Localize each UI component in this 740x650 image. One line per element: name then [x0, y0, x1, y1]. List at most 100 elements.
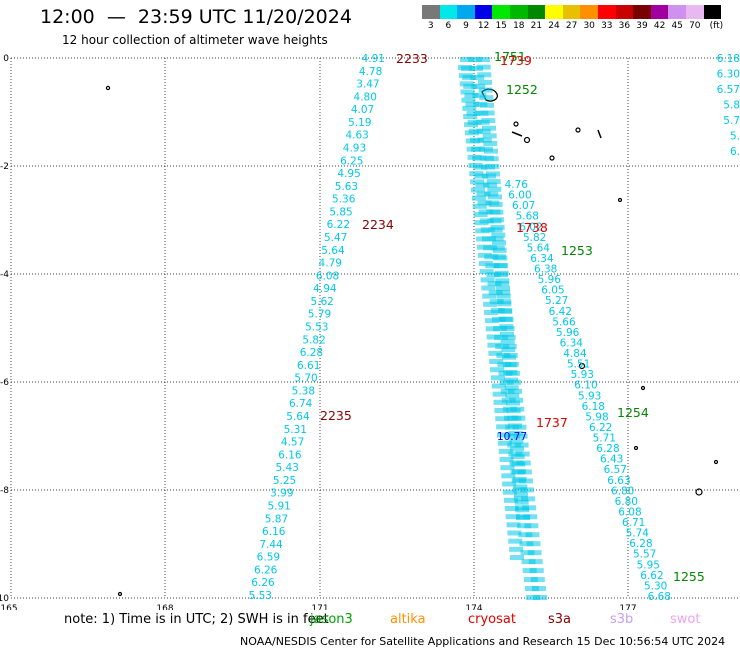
dense-track-segment	[508, 538, 523, 544]
dense-track-segment	[465, 138, 480, 144]
color-scale-tick: 30	[583, 21, 595, 31]
dense-track-segment	[494, 408, 509, 413]
dense-track-segment	[509, 397, 524, 403]
dense-track-segment	[493, 399, 508, 405]
dense-track-segment	[528, 559, 543, 565]
dense-track-segment	[514, 492, 528, 498]
dense-track-segment	[476, 57, 490, 62]
pass-label: 1737	[536, 415, 568, 430]
dense-track-segment	[506, 408, 521, 414]
color-scale-tick: 3	[427, 21, 434, 31]
color-scale-swatch	[527, 5, 546, 19]
dense-track-segment	[508, 423, 522, 429]
dense-track-segment	[478, 79, 492, 85]
track-c-value: 5.7	[723, 115, 740, 127]
pass-label: 1253	[561, 243, 593, 258]
dense-track-segment	[501, 334, 516, 340]
dense-track-segment	[509, 438, 524, 444]
pass-label: 1738	[516, 220, 548, 235]
island-outline	[513, 121, 519, 127]
dense-track-segment	[488, 290, 503, 296]
dense-track-segment	[459, 81, 474, 87]
satellite-legend-altika: altika	[390, 612, 426, 627]
track-b-value: 6.62	[640, 570, 663, 582]
dense-track-segment	[513, 484, 528, 490]
dense-track-segment	[484, 318, 499, 324]
track-a-value: 4.94	[313, 283, 337, 295]
dense-track-segment	[523, 577, 538, 583]
dense-track-segment	[461, 97, 476, 103]
dense-track-segment	[493, 255, 508, 261]
track-a-value: 5.82	[302, 334, 325, 346]
dense-track-segment	[469, 65, 484, 71]
track-a-value: 5.47	[324, 232, 347, 244]
track-b-value: 6.68	[648, 591, 671, 603]
track-a-value: 5.25	[273, 475, 296, 487]
dense-track-segment	[511, 461, 526, 467]
dense-track-segment	[488, 194, 502, 200]
satellite-legend-swot: swot	[670, 612, 701, 627]
dense-track-segment	[488, 202, 503, 208]
dense-track-segment	[508, 388, 523, 394]
pass-label: 2233	[396, 51, 428, 66]
color-scale-swatch	[474, 5, 493, 19]
pass-label: 1255	[673, 569, 705, 584]
dense-track-segment	[471, 187, 485, 193]
dense-track-segment	[492, 247, 507, 253]
dense-track-segment	[529, 568, 544, 574]
dense-track-segment	[501, 347, 516, 353]
dense-track-segment	[526, 541, 541, 547]
dense-track-segment	[458, 73, 473, 79]
track-b-value: 6.57	[604, 464, 627, 476]
color-scale-swatch	[580, 5, 598, 19]
dense-track-segment	[476, 128, 491, 134]
color-scale-bar	[422, 5, 722, 19]
dense-track-segment	[499, 324, 514, 330]
pass-label: 2235	[320, 408, 352, 423]
color-scale-swatch	[545, 5, 563, 19]
dense-track-segment	[486, 334, 501, 340]
track-a-value: 5.19	[348, 117, 371, 129]
y-tick-label: -6	[0, 378, 9, 388]
color-scale-tick: 21	[530, 21, 543, 31]
track-a-value: 3.99	[270, 488, 293, 500]
dense-track-segment	[519, 541, 534, 547]
dense-track-segment	[477, 72, 492, 78]
track-a-value: 4.93	[343, 143, 366, 155]
track-a-value: 4.78	[359, 66, 382, 78]
dense-track-segment	[463, 114, 478, 119]
dense-track-segment	[484, 148, 498, 154]
track-a-value: 6.22	[327, 219, 350, 231]
dense-track-segment	[471, 195, 486, 201]
dense-track-segment	[487, 186, 502, 192]
dense-track-segment	[527, 550, 542, 556]
dense-track-segment	[491, 383, 506, 389]
dense-track-segment	[476, 64, 491, 70]
track-b-value: 6.80	[615, 496, 638, 508]
dense-track-segment	[478, 261, 493, 266]
dense-track-segment	[522, 568, 537, 574]
satellite-legend-cryosat: cryosat	[468, 612, 516, 627]
track-b-value: 5.71	[593, 433, 616, 445]
track-b-value: 6.34	[560, 337, 584, 349]
dense-track-segment	[497, 432, 511, 438]
track-b-value: 6.80	[611, 485, 634, 497]
dense-track-segment	[496, 290, 511, 296]
track-a-value: 6.26	[254, 564, 278, 576]
dense-track-segment	[513, 496, 528, 502]
track-a-value: 6.26	[251, 577, 275, 589]
dense-track-segment	[489, 236, 504, 242]
y-tick-label: 0	[3, 54, 9, 64]
track-b-value: 5.27	[545, 295, 568, 307]
highlight-value: 10.77	[497, 431, 527, 443]
dense-track-segment	[487, 342, 502, 348]
track-b-value: 6.10	[574, 380, 597, 392]
dense-track-segment	[482, 125, 496, 131]
dense-track-segment	[502, 354, 516, 360]
track-a-value: 6.08	[316, 270, 339, 282]
dense-track-segment	[469, 171, 484, 177]
dense-track-segment	[485, 163, 500, 169]
dense-track-segment	[502, 343, 517, 349]
x-tick-label: 177	[619, 604, 636, 610]
dense-track-segment	[464, 122, 479, 128]
